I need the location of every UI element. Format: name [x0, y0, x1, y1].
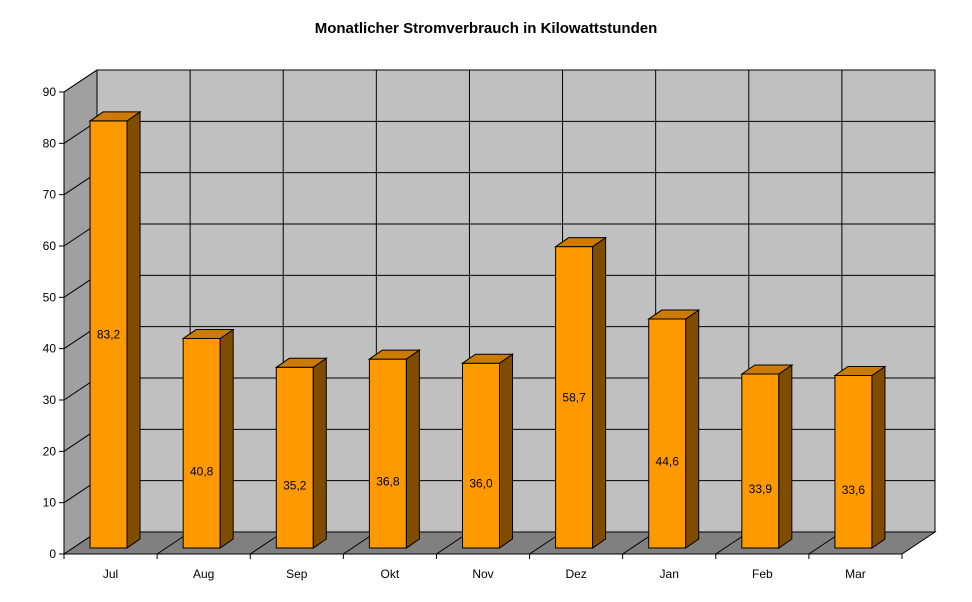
- bar-side-Sep: [312, 357, 327, 549]
- x-tick-label-Nov: Nov: [472, 567, 493, 581]
- bar-Aug: [182, 338, 221, 549]
- bar-top-Okt: [367, 349, 421, 360]
- bar-top-Dez: [554, 237, 608, 248]
- bar-Mar: [834, 375, 873, 549]
- y-tick-label-10: 10: [43, 496, 57, 510]
- bar-top-Nov: [460, 353, 515, 364]
- x-tick-label-Mar: Mar: [845, 567, 866, 581]
- bar-top-Sep: [274, 357, 328, 368]
- data-label-Jul: 83,2: [97, 327, 121, 341]
- x-tick-label-Feb: Feb: [752, 567, 773, 581]
- y-tick-label-50: 50: [43, 290, 57, 304]
- y-tick-label-40: 40: [43, 342, 57, 356]
- data-label-Feb: 33,9: [749, 482, 773, 496]
- bar-top-Jul: [88, 111, 142, 122]
- bar-top-Jan: [647, 309, 701, 320]
- bar-top-Aug: [181, 329, 235, 340]
- x-tick-label-Jan: Jan: [660, 567, 679, 581]
- data-label-Jan: 44,6: [656, 455, 680, 469]
- bar-Nov: [462, 362, 500, 549]
- data-label-Aug: 40,8: [190, 464, 214, 478]
- x-tick-label-Aug: Aug: [193, 567, 214, 581]
- data-label-Nov: 36,0: [469, 477, 493, 491]
- x-tick-label-Okt: Okt: [381, 567, 400, 581]
- y-tick-label-60: 60: [43, 239, 57, 253]
- bar-Feb: [741, 373, 780, 549]
- bar-side-Aug: [219, 328, 234, 549]
- x-tick-label-Sep: Sep: [286, 567, 308, 581]
- x-tick-label-Dez: Dez: [565, 567, 586, 581]
- bar-side-Okt: [405, 349, 420, 549]
- x-tick-label-Jul: Jul: [103, 567, 118, 581]
- y-tick-label-80: 80: [43, 136, 57, 150]
- data-label-Sep: 35,2: [283, 479, 307, 493]
- bar-Okt: [368, 358, 407, 549]
- bar-top-Feb: [740, 364, 794, 375]
- bar-side-Dez: [592, 236, 607, 549]
- bar-side-Jan: [685, 309, 700, 549]
- bar-side-Mar: [871, 365, 886, 549]
- bar-Jan: [648, 318, 687, 549]
- bar-side-Jul: [126, 110, 141, 549]
- data-label-Okt: 36,8: [376, 475, 400, 489]
- y-tick-label-30: 30: [43, 393, 57, 407]
- data-label-Dez: 58,7: [562, 390, 586, 404]
- y-tick-label-20: 20: [43, 444, 57, 458]
- y-tick-label-70: 70: [43, 188, 57, 202]
- side-gridline-90: [63, 69, 98, 93]
- bar-top-Mar: [833, 366, 887, 377]
- y-tick-label-90: 90: [43, 85, 57, 99]
- y-tick-label-0: 0: [49, 547, 56, 561]
- bar-side-Nov: [499, 353, 513, 549]
- data-label-Mar: 33,6: [842, 483, 866, 497]
- bar-side-Feb: [778, 364, 793, 549]
- bar-Sep: [275, 366, 314, 549]
- chart-title: Monatlicher Stromverbrauch in Kilowattst…: [314, 20, 658, 37]
